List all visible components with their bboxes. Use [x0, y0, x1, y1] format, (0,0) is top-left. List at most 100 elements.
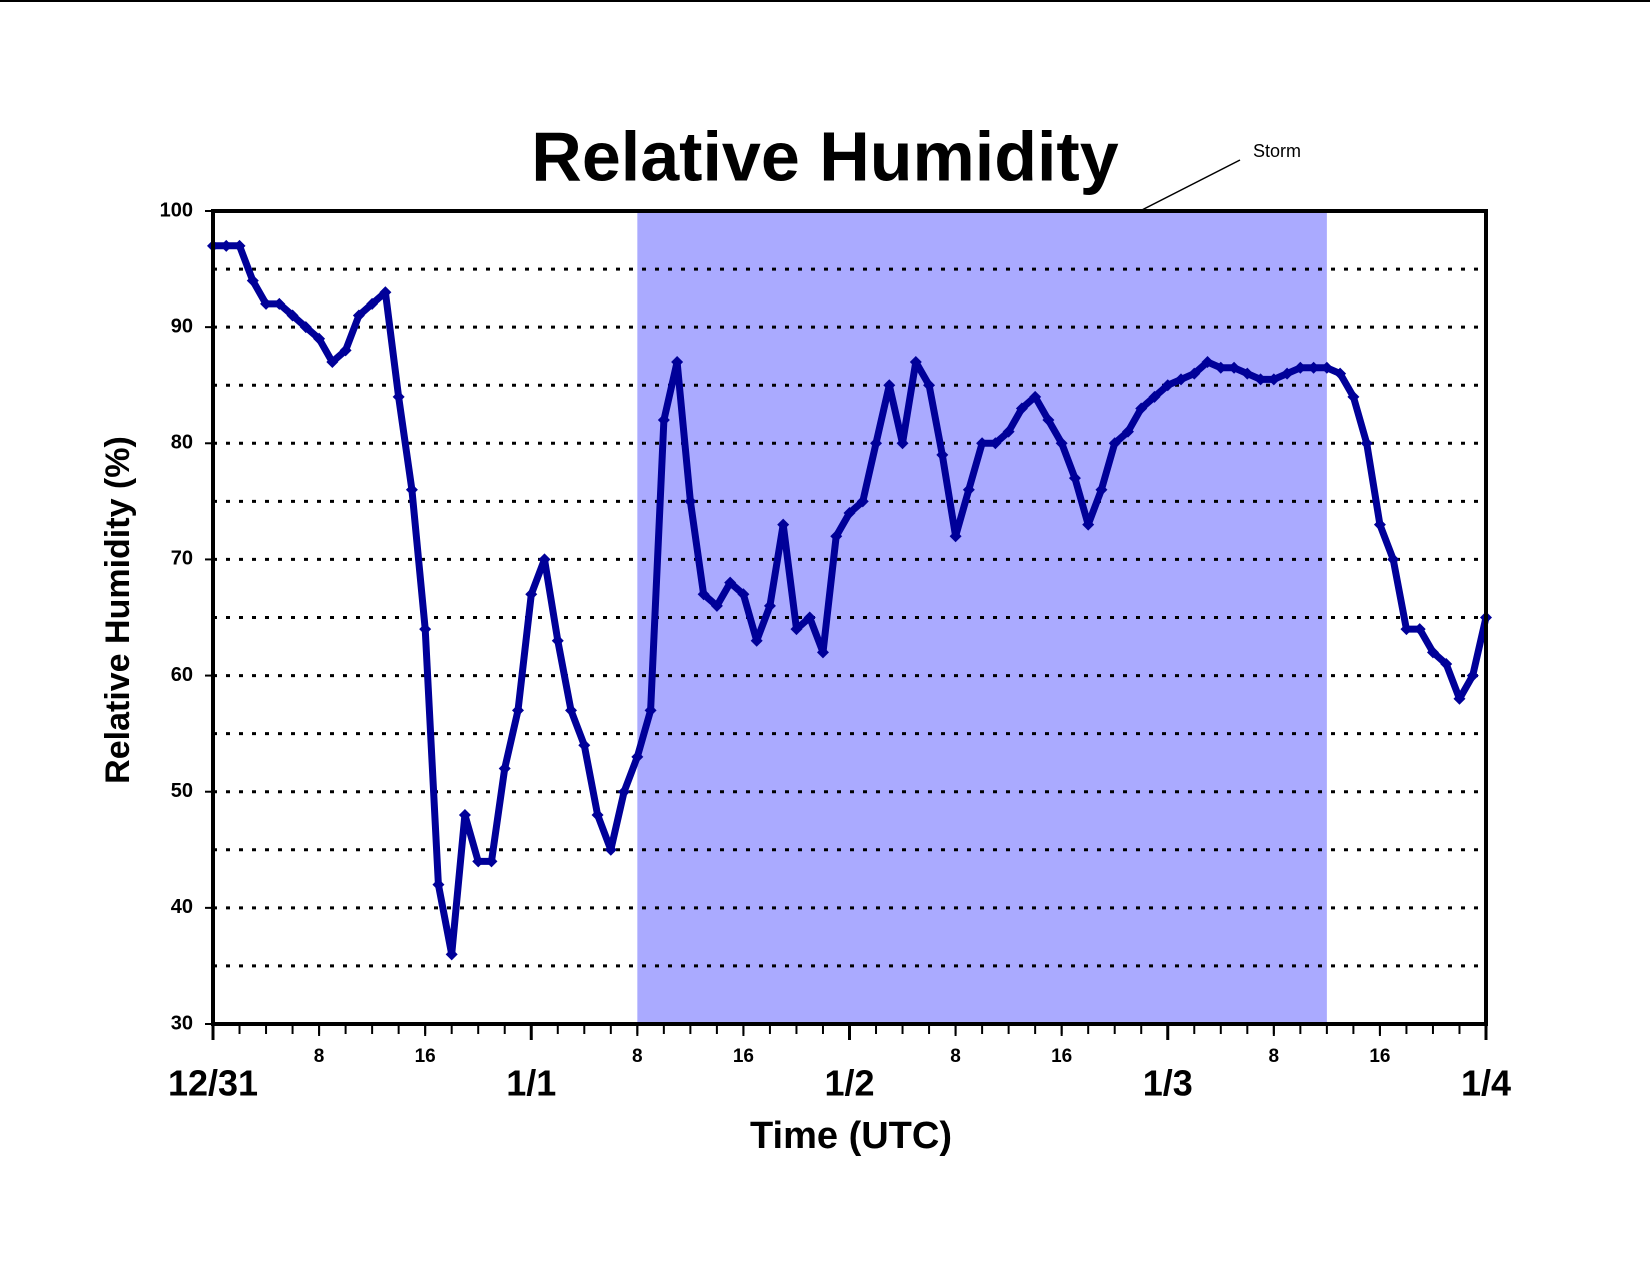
data-point: [392, 390, 405, 403]
data-point: [246, 274, 259, 287]
data-point: [1453, 692, 1466, 705]
x-date-label: 1/3: [1143, 1063, 1193, 1104]
y-tick-label: 50: [171, 780, 193, 802]
data-point: [1307, 361, 1320, 374]
data-point: [1387, 553, 1400, 566]
data-point: [260, 297, 273, 310]
x-date-label: 1/4: [1461, 1063, 1511, 1104]
data-point: [591, 808, 604, 821]
data-point: [909, 355, 922, 368]
data-point: [936, 448, 949, 461]
data-point: [1466, 669, 1479, 682]
data-point: [498, 762, 511, 775]
data-point: [962, 483, 975, 496]
data-point: [631, 750, 644, 763]
data-point: [1426, 646, 1439, 659]
x-date-label: 1/2: [824, 1063, 874, 1104]
data-point: [1201, 355, 1214, 368]
y-axis-title: Relative Humidity (%): [99, 436, 137, 784]
x-tick-label: 16: [1051, 1046, 1072, 1067]
data-point: [657, 414, 670, 427]
data-point: [538, 553, 551, 566]
data-point: [1108, 437, 1121, 450]
data-point: [697, 588, 710, 601]
y-tick-label: 40: [171, 896, 193, 918]
data-point: [1042, 414, 1055, 427]
data-point: [1161, 379, 1174, 392]
x-date-label: 1/1: [506, 1063, 556, 1104]
x-tick-label: 16: [733, 1046, 754, 1067]
y-tick-label: 100: [160, 199, 193, 221]
data-point: [525, 588, 538, 601]
data-point: [763, 599, 776, 612]
storm-pointer: [1139, 159, 1241, 212]
data-point: [565, 704, 578, 717]
storm-label: Storm: [1253, 141, 1301, 161]
data-point: [1188, 367, 1201, 380]
x-tick-label: 8: [1269, 1046, 1280, 1067]
data-point: [1413, 623, 1426, 636]
data-point: [737, 588, 750, 601]
data-point: [1440, 657, 1453, 670]
plot-frame: [211, 209, 1488, 1026]
data-point: [830, 530, 843, 543]
data-point: [816, 646, 829, 659]
chart-title: Relative Humidity: [531, 117, 1118, 195]
data-point: [1347, 390, 1360, 403]
data-point: [883, 379, 896, 392]
data-point: [220, 239, 233, 252]
y-tick-label: 60: [171, 664, 193, 686]
data-point: [856, 495, 869, 508]
data-point: [1294, 361, 1307, 374]
data-point: [644, 704, 657, 717]
data-point: [339, 344, 352, 357]
data-point: [472, 855, 485, 868]
x-tick-label: 16: [1369, 1046, 1390, 1067]
x-tick-label: 16: [415, 1046, 436, 1067]
data-point: [313, 332, 326, 345]
data-point: [790, 623, 803, 636]
data-point: [1015, 402, 1028, 415]
data-point: [1148, 390, 1161, 403]
data-point: [604, 843, 617, 856]
data-point: [551, 634, 564, 647]
data-point: [326, 355, 339, 368]
data-point: [273, 297, 286, 310]
data-point: [299, 321, 312, 334]
data-point: [1029, 390, 1042, 403]
data-point: [1267, 373, 1280, 386]
data-point: [419, 623, 432, 636]
data-point: [1082, 518, 1095, 531]
data-point: [671, 355, 684, 368]
x-date-label: 12/31: [168, 1063, 258, 1104]
x-tick-label: 8: [632, 1046, 643, 1067]
x-tick-label: 8: [314, 1046, 325, 1067]
y-tick-label: 30: [171, 1012, 193, 1034]
data-point: [379, 286, 392, 299]
data-point: [710, 599, 723, 612]
data-point: [777, 518, 790, 531]
data-point: [870, 437, 883, 450]
data-point: [1281, 367, 1294, 380]
data-point: [352, 309, 365, 322]
data-point: [923, 379, 936, 392]
data-point: [1334, 367, 1347, 380]
data-point: [1373, 518, 1386, 531]
data-point: [750, 634, 763, 647]
data-point: [1228, 361, 1241, 374]
data-point: [458, 808, 471, 821]
data-point: [724, 576, 737, 589]
data-point: [1121, 425, 1134, 438]
data-point: [949, 530, 962, 543]
data-point: [578, 739, 591, 752]
data-point: [1002, 425, 1015, 438]
data-point: [1254, 373, 1267, 386]
y-tick-label: 80: [171, 432, 193, 454]
data-point: [1320, 361, 1333, 374]
y-tick-label: 70: [171, 548, 193, 570]
data-point: [989, 437, 1002, 450]
data-point: [366, 297, 379, 310]
data-point: [432, 878, 445, 891]
x-tick-label: 8: [950, 1046, 961, 1067]
